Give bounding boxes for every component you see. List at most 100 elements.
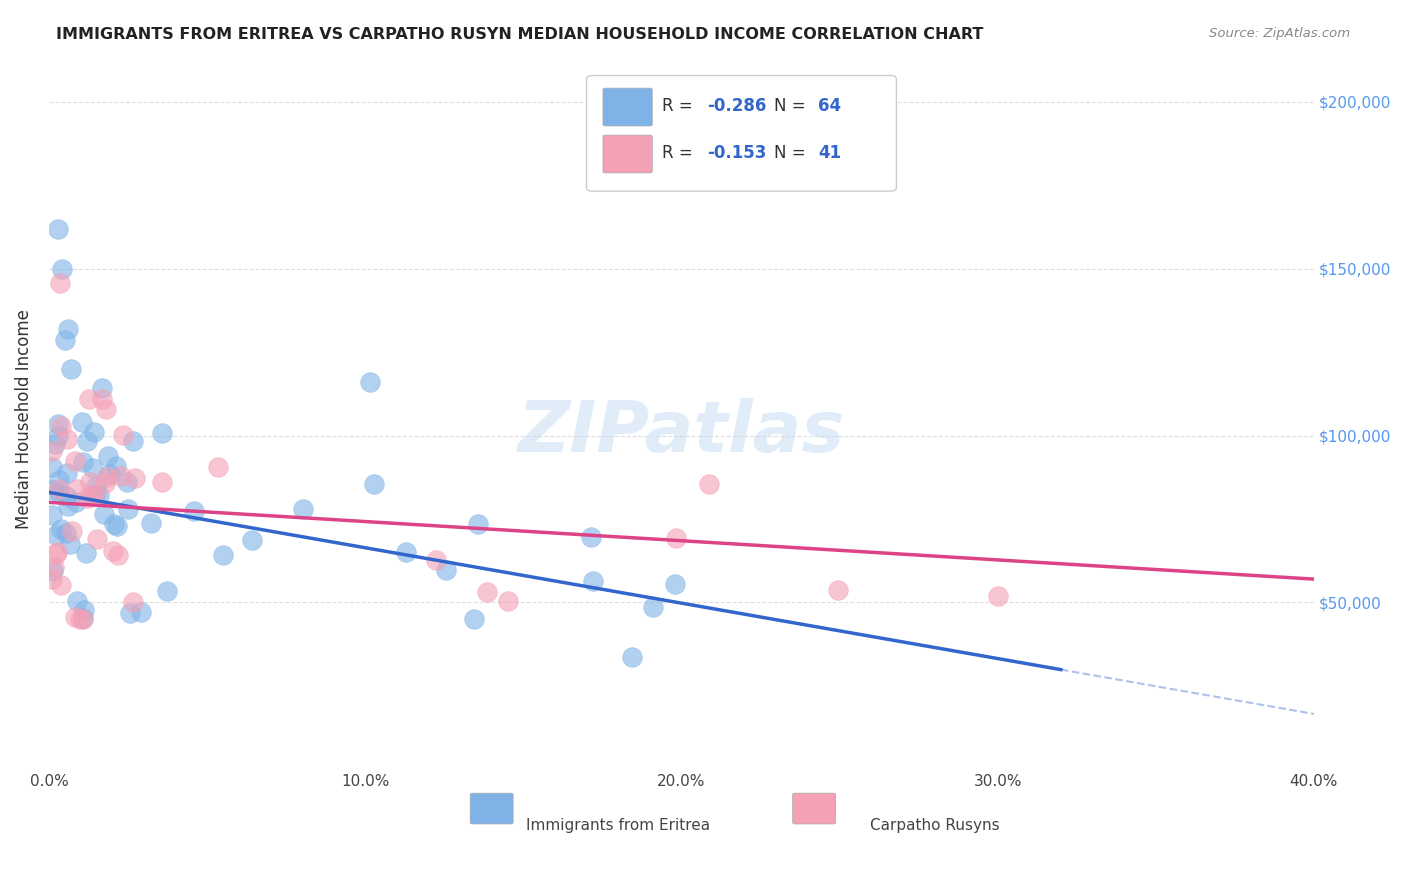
Point	[291, 502, 314, 516]
Point	[66, 593, 89, 607]
Point	[98, 467, 121, 482]
Point	[41, 444, 63, 458]
Point	[56, 322, 79, 336]
Point	[124, 471, 146, 485]
Point	[697, 476, 720, 491]
Text: 64: 64	[818, 96, 841, 115]
Point	[107, 549, 129, 563]
Point	[66, 482, 89, 496]
Point	[44, 436, 66, 450]
Point	[496, 594, 519, 608]
Point	[987, 589, 1010, 603]
Point	[62, 524, 84, 538]
Point	[82, 460, 104, 475]
Text: Carpatho Rusyns: Carpatho Rusyns	[869, 818, 1000, 833]
Point	[120, 607, 142, 621]
Point	[70, 415, 93, 429]
Point	[49, 578, 72, 592]
Point	[46, 417, 69, 431]
Text: -0.153: -0.153	[707, 144, 766, 161]
Point	[63, 454, 86, 468]
Point	[42, 565, 65, 579]
Point	[58, 537, 80, 551]
Point	[156, 584, 179, 599]
Point	[105, 519, 128, 533]
Point	[94, 401, 117, 416]
Point	[46, 545, 69, 559]
Point	[82, 489, 104, 503]
Point	[45, 527, 67, 541]
Point	[42, 559, 65, 574]
Point	[56, 432, 79, 446]
Point	[86, 532, 108, 546]
Point	[75, 546, 97, 560]
Point	[425, 553, 447, 567]
Point	[122, 595, 145, 609]
FancyBboxPatch shape	[603, 88, 652, 126]
Text: -0.286: -0.286	[707, 96, 766, 115]
Text: R =: R =	[662, 144, 699, 161]
Point	[45, 548, 67, 562]
Point	[103, 517, 125, 532]
Point	[41, 459, 63, 474]
Text: IMMIGRANTS FROM ERITREA VS CARPATHO RUSYN MEDIAN HOUSEHOLD INCOME CORRELATION CH: IMMIGRANTS FROM ERITREA VS CARPATHO RUSY…	[56, 27, 984, 42]
Text: Immigrants from Eritrea: Immigrants from Eritrea	[526, 818, 710, 833]
Point	[207, 460, 229, 475]
Point	[94, 476, 117, 491]
Point	[827, 582, 849, 597]
Point	[48, 482, 70, 496]
Point	[115, 475, 138, 490]
Point	[83, 425, 105, 439]
FancyBboxPatch shape	[470, 793, 513, 824]
FancyBboxPatch shape	[793, 793, 835, 824]
Point	[56, 467, 79, 481]
Point	[129, 605, 152, 619]
Point	[434, 563, 457, 577]
Point	[183, 504, 205, 518]
Point	[211, 548, 233, 562]
Point	[72, 455, 94, 469]
Point	[104, 458, 127, 473]
Point	[110, 469, 132, 483]
Point	[49, 276, 72, 290]
Point	[463, 612, 485, 626]
Point	[48, 221, 70, 235]
Point	[73, 603, 96, 617]
Text: N =: N =	[773, 144, 811, 161]
Text: Source: ZipAtlas.com: Source: ZipAtlas.com	[1209, 27, 1350, 40]
Point	[48, 473, 70, 487]
Point	[49, 522, 72, 536]
Point	[83, 488, 105, 502]
Point	[79, 475, 101, 490]
Point	[579, 530, 602, 544]
Point	[87, 488, 110, 502]
Point	[97, 449, 120, 463]
Point	[49, 419, 72, 434]
Point	[51, 261, 73, 276]
Point	[84, 479, 107, 493]
Point	[83, 487, 105, 501]
Point	[152, 475, 174, 489]
Point	[77, 392, 100, 406]
Point	[72, 611, 94, 625]
Point	[60, 362, 83, 376]
Point	[643, 599, 665, 614]
Point	[41, 508, 63, 522]
Point	[240, 533, 263, 547]
Point	[90, 392, 112, 406]
Point	[76, 434, 98, 448]
Y-axis label: Median Household Income: Median Household Income	[15, 309, 32, 529]
Text: R =: R =	[662, 96, 699, 115]
Point	[582, 574, 605, 588]
Text: ZIPatlas: ZIPatlas	[517, 399, 845, 467]
Point	[55, 526, 77, 541]
Point	[76, 491, 98, 505]
Point	[111, 428, 134, 442]
Point	[359, 375, 381, 389]
Point	[395, 545, 418, 559]
Point	[665, 531, 688, 545]
Point	[152, 426, 174, 441]
Point	[477, 585, 499, 599]
Point	[69, 612, 91, 626]
FancyBboxPatch shape	[586, 76, 897, 191]
